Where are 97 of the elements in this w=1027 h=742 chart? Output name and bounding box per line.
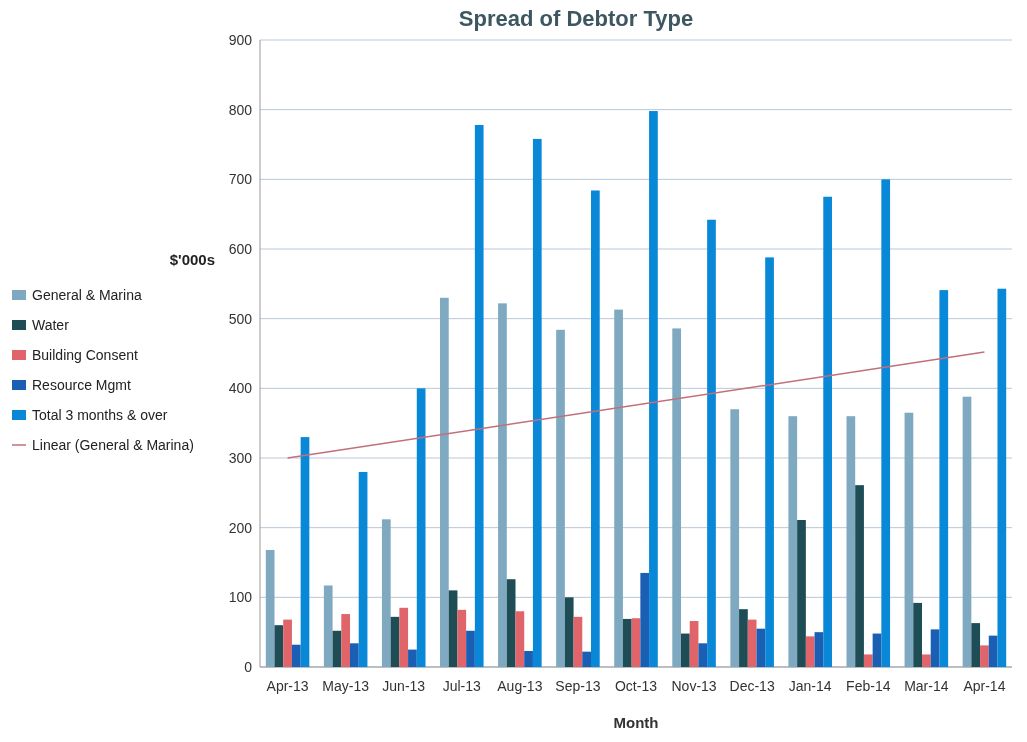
bar: [300, 437, 310, 667]
y-tick-label: 100: [228, 589, 253, 606]
bar: [515, 611, 525, 667]
bar: [556, 329, 565, 667]
bar: [962, 396, 972, 667]
bar: [323, 585, 333, 667]
bar: [350, 643, 359, 667]
bar: [440, 297, 449, 667]
bar: [649, 111, 658, 667]
y-axis-title: $'000s: [169, 250, 215, 268]
bar: [265, 549, 275, 667]
legend-label: Total 3 months & over: [32, 406, 168, 423]
legend-label: General & Marina: [32, 286, 142, 303]
x-tick-label: Jun-13: [382, 678, 426, 694]
bar: [390, 616, 400, 667]
y-tick-label: 800: [228, 101, 253, 118]
x-tick-label: Apr-14: [963, 678, 1006, 694]
bar: [681, 633, 690, 667]
bar: [698, 643, 708, 667]
bar: [582, 651, 591, 667]
bar: [416, 388, 426, 667]
chart-title: Spread of Debtor Type: [458, 6, 694, 31]
bar: [997, 288, 1007, 667]
legend-label: Building Consent: [32, 346, 138, 363]
bar: [756, 628, 766, 667]
bar: [564, 597, 574, 667]
bar: [381, 519, 391, 667]
y-tick-label: 300: [228, 449, 253, 466]
bar: [855, 485, 864, 667]
bar: [846, 416, 856, 667]
bar: [474, 124, 484, 667]
bar: [689, 621, 699, 667]
bar: [805, 636, 815, 667]
bar: [274, 625, 284, 667]
bar: [622, 618, 632, 667]
y-tick-label: 600: [228, 240, 253, 257]
bar: [291, 644, 301, 667]
x-tick-label: Feb-14: [846, 678, 891, 694]
y-tick-label: 0: [244, 658, 253, 675]
bar: [408, 649, 417, 667]
bar: [707, 219, 716, 667]
bar: [980, 645, 989, 667]
bar: [988, 635, 998, 667]
x-tick-label: Jan-14: [788, 678, 832, 694]
bar: [872, 633, 882, 667]
bar: [506, 579, 516, 667]
bar: [930, 629, 940, 667]
bar: [358, 471, 368, 667]
bar: [904, 412, 914, 667]
bar: [524, 650, 533, 667]
bar: [913, 602, 922, 667]
x-tick-label: Dec-13: [729, 678, 775, 694]
x-tick-label: Jul-13: [442, 678, 482, 694]
x-tick-label: Sep-13: [555, 678, 601, 694]
bar: [797, 520, 806, 667]
y-tick-label: 700: [228, 171, 253, 188]
y-tick-label: 200: [228, 519, 253, 536]
bar: [332, 630, 342, 667]
bar: [747, 619, 757, 667]
bar: [672, 328, 681, 667]
bar: [631, 618, 641, 667]
bar: [457, 609, 467, 667]
legend-label: Resource Mgmt: [32, 376, 131, 393]
x-tick-label: Nov-13: [671, 678, 717, 694]
bar: [399, 607, 409, 667]
bar: [466, 630, 475, 667]
x-tick-label: Apr-13: [266, 678, 309, 694]
bar: [921, 654, 931, 667]
bar: [283, 619, 292, 667]
bar: [532, 138, 542, 667]
bar: [573, 616, 583, 667]
x-tick-label: Aug-13: [497, 678, 543, 694]
x-tick-label: May-13: [322, 678, 370, 694]
legend-label: Water: [32, 316, 70, 333]
bar: [881, 179, 891, 667]
bar: [788, 416, 798, 667]
bar: [614, 309, 623, 667]
x-tick-label: Oct-13: [614, 678, 658, 694]
y-tick-label: 500: [228, 310, 253, 327]
y-tick-label: 900: [228, 31, 253, 48]
bar: [939, 290, 949, 667]
bar: [971, 623, 981, 667]
bar: [823, 196, 832, 667]
bar: [814, 632, 824, 667]
bar: [730, 409, 740, 667]
y-tick-label: 400: [228, 380, 253, 397]
bar: [765, 257, 774, 667]
bar: [739, 609, 748, 667]
bar: [591, 190, 600, 667]
bar: [863, 654, 873, 667]
x-axis-title: Month: [613, 714, 659, 731]
x-tick-label: Mar-14: [904, 678, 949, 694]
bar: [498, 303, 507, 667]
bar: [341, 614, 351, 667]
bar: [448, 590, 458, 667]
bar: [640, 572, 650, 667]
legend-label: Linear (General & Marina): [32, 436, 194, 453]
